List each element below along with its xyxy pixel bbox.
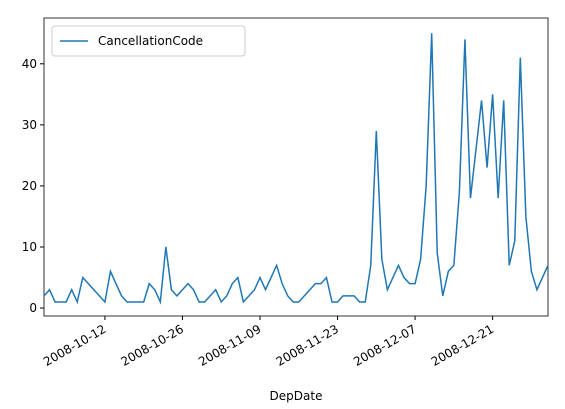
x-tick-label: 2008-10-12: [41, 322, 108, 369]
x-tick-label: 2008-10-26: [119, 322, 186, 369]
y-tick-label: 30: [22, 118, 37, 132]
legend-box: [51, 25, 246, 57]
y-tick-label: 10: [22, 240, 37, 254]
plot-frame: [43, 17, 549, 317]
x-tick-label: 2008-11-23: [274, 322, 341, 369]
y-tick-label: 0: [29, 301, 37, 315]
data-line: [43, 33, 549, 305]
x-tick-label: 2008-11-09: [196, 322, 263, 369]
y-tick-label: 20: [22, 179, 37, 193]
x-tick-label: 2008-12-21: [429, 322, 496, 369]
x-tick-label: 2008-12-07: [351, 322, 418, 369]
legend-label: CancellationCode: [98, 34, 203, 48]
x-axis-label: DepDate: [270, 389, 323, 403]
y-tick-label: 40: [22, 57, 37, 71]
